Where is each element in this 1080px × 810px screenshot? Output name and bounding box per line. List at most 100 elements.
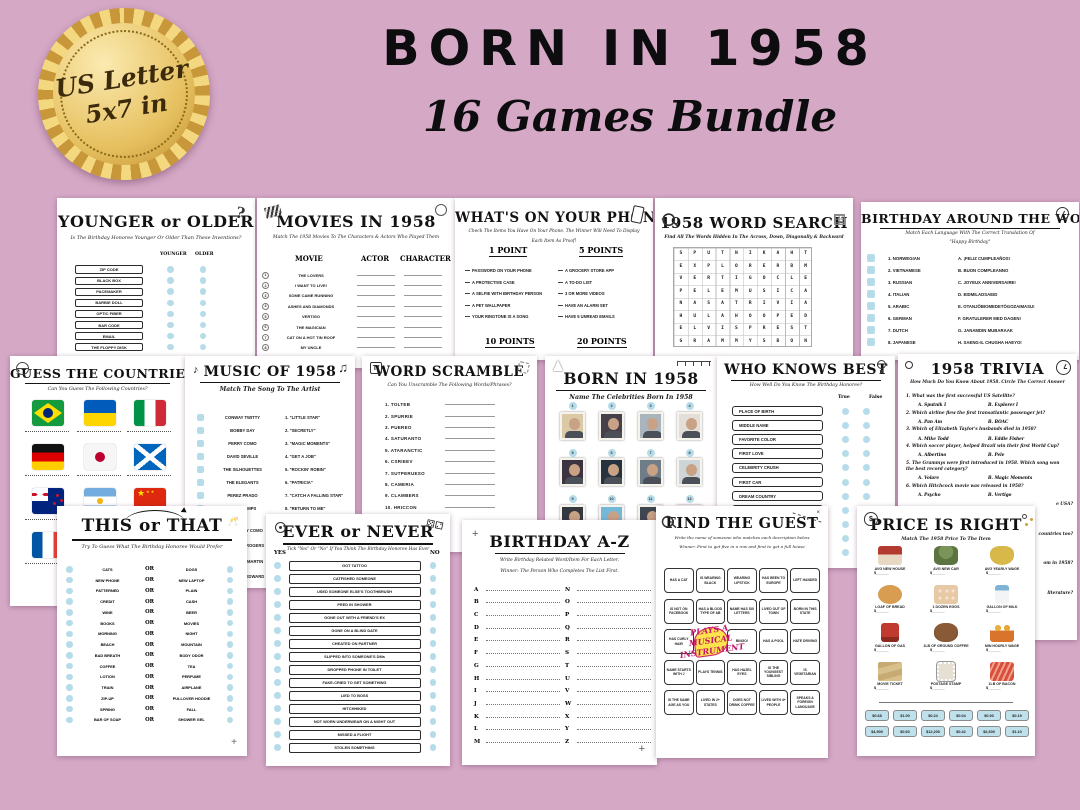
- list-item: PACEMAKER: [57, 286, 255, 297]
- plus-mark-icon: +: [638, 743, 645, 755]
- left-option: BOOKS: [100, 620, 115, 626]
- statement-label: LIED TO BOSS: [288, 690, 421, 701]
- section-heading-5-points: 5 POINTS: [579, 245, 624, 257]
- card-subtitle: How Well Do You Know The Birthday Honore…: [749, 383, 863, 389]
- letter-label: A: [474, 586, 479, 593]
- older-checkbox: [199, 310, 206, 318]
- price-item-label: AVG NEW HOUSE: [874, 566, 906, 571]
- actor-blank-line: [357, 305, 395, 307]
- true-checkbox: [842, 435, 849, 443]
- celebrity-photo: [638, 458, 663, 486]
- true-checkbox: [842, 464, 849, 472]
- answer-dotted-line: [577, 691, 651, 693]
- card-title: BIRTHDAY A-Z: [489, 532, 630, 551]
- left-option: WINE: [102, 609, 113, 615]
- letter-grid: SPUTNIKAHT EXPLORERBM VERTIGOCLE PELEMUSICA…: [673, 247, 812, 347]
- scramble-row: 6. CSRIEEV: [362, 456, 537, 467]
- left-checkbox: [66, 587, 73, 595]
- letter-label: G: [474, 662, 479, 669]
- younger-checkbox: [167, 343, 174, 351]
- right-option: MOVIES: [183, 620, 200, 626]
- younger-checkbox: [167, 310, 174, 318]
- letter-row: O: [565, 593, 651, 605]
- card-title: FIND THE GUEST: [665, 515, 819, 532]
- left-checkbox: [66, 619, 73, 627]
- left-checkbox: [66, 652, 73, 659]
- flag-germany: [32, 444, 64, 470]
- right-option: NIGHT: [185, 631, 198, 637]
- column-header-true: True: [838, 395, 850, 400]
- song-title: 2. "SECRETLY": [285, 428, 316, 433]
- question-label: CELEBRITY CRUSH: [732, 462, 823, 474]
- statement-row: HITCHHIKED: [266, 702, 450, 715]
- letter-label: Z: [565, 738, 570, 745]
- artist-row: PERRY COMO: [185, 437, 281, 450]
- checklist-item: A GROCERY STORE APP: [558, 268, 653, 280]
- list-item: EMAIL: [57, 331, 255, 342]
- statement-label: SLIPPED INTO SOMEONE'S DMs: [288, 651, 421, 662]
- right-checkbox: [226, 619, 233, 627]
- younger-checkbox: [167, 266, 174, 273]
- bingo-cell: IS THE YOUNGEST SIBLING: [758, 659, 789, 685]
- or-label: OR: [145, 652, 154, 659]
- language-label: 7. DUTCH: [888, 327, 908, 333]
- scrambled-word: 10. HRICCON: [385, 504, 417, 510]
- preference-row: TRAIN OR AIRPLANE: [57, 682, 247, 693]
- card-subtitle-line2: Winner: The Person Who Completes The Lis…: [500, 568, 619, 574]
- photo-number-badge: 9: [568, 495, 577, 503]
- answer-checkbox: [197, 453, 204, 460]
- answer-checkbox: [867, 326, 875, 334]
- price-item-icon: [990, 546, 1014, 565]
- page-title: BORN IN 1958: [382, 20, 878, 77]
- movie-list: 1 THE LOVERS 2 I WANT TO LIVE! 3 SOME CA…: [257, 270, 455, 353]
- card-title: 1958 WORD SEARCH: [659, 214, 849, 232]
- letter-grid-row: PELEMUSICA: [679, 288, 811, 294]
- or-label: OR: [145, 684, 154, 691]
- card-subtitle-line1: Write Birthday Related Word/Item For Eac…: [500, 558, 619, 564]
- left-checkbox: [66, 576, 73, 584]
- column-header-movie: MOVIE: [295, 254, 323, 263]
- page-subtitle: 16 Games Bundle: [422, 92, 838, 141]
- artist-row: THE SILHOUETTES: [185, 463, 281, 476]
- price-chip: $12,200: [921, 726, 945, 737]
- card-birthday-around-the-world: BIRTHDAY AROUND THE WORLD Match Each Lan…: [861, 202, 1079, 360]
- right-checkbox: [226, 641, 233, 648]
- ever-never-list: GOT TATTOO CATFISHED SOMEONE USED SOMEON…: [266, 559, 450, 754]
- question-row: PLACE OF BIRTH: [717, 404, 895, 418]
- bingo-cell: HAS A CAT: [664, 568, 694, 593]
- actor-blank-line: [357, 295, 395, 297]
- answer-option-b: B. BOAC: [988, 418, 1009, 424]
- music-notes-icon: ♫: [338, 360, 348, 375]
- list-item: BARBIE DOLL: [57, 297, 255, 308]
- scramble-row: 7. SUTPERUESO: [362, 467, 537, 478]
- left-option: CATS: [102, 566, 113, 572]
- card-subtitle: Find All The Words Hidden In The Across,…: [664, 235, 844, 240]
- movie-row: 6 THE MAGICIAN: [257, 322, 455, 332]
- movie-row: 7 CAT ON A HOT TIN ROOF: [257, 332, 455, 342]
- checklist-item: YOUR RINGTONE IS A SONG: [465, 314, 560, 326]
- or-label: OR: [145, 630, 154, 637]
- price-chip: $0.93: [977, 710, 1001, 721]
- price-item-icon: [934, 546, 958, 565]
- card-subtitle: Match The Song To The Artist: [219, 386, 321, 394]
- letter-row: U: [565, 669, 651, 682]
- invention-label: EMAIL: [75, 332, 143, 341]
- celebrity-photo: [560, 458, 585, 486]
- card-subtitle: How Much Do You Know About 1958. Circle …: [910, 380, 1065, 385]
- translation-label: A. ¡FELIZ CUMPLEAÑOS!: [958, 255, 1011, 261]
- or-label: OR: [145, 673, 154, 680]
- answer-option-a: A. Mike Todd: [918, 435, 949, 441]
- answer-dotted-line: [486, 716, 560, 718]
- or-label: OR: [145, 577, 154, 584]
- letter-label: W: [565, 700, 572, 707]
- champagne-glasses-icon: 🥂: [227, 516, 239, 526]
- card-subtitle-line1: Write the name of someone who matches ea…: [674, 535, 810, 540]
- photo-number-badge: 12: [685, 495, 694, 503]
- character-blank-line: [404, 274, 442, 276]
- younger-checkbox: [167, 288, 174, 295]
- answer-blank-line: [445, 438, 495, 440]
- movie-row: 2 I WANT TO LIVE!: [257, 280, 455, 290]
- price-chip: $0.68: [865, 710, 889, 721]
- left-option: CREDIT: [100, 599, 115, 605]
- artist-name-fragment: RY COMO: [243, 528, 263, 534]
